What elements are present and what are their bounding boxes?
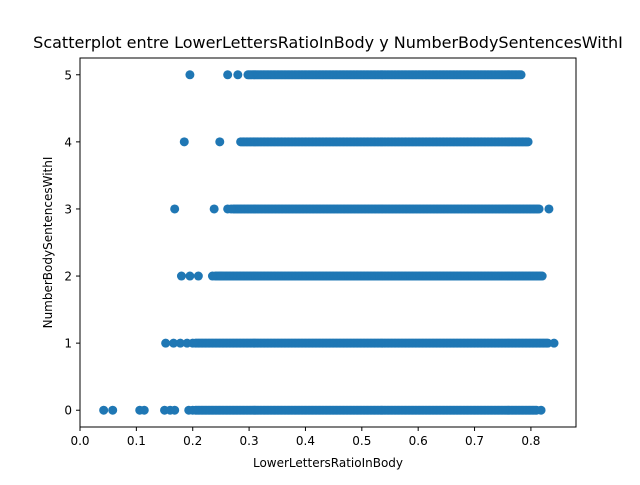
ticks-layer: 0.0 0.1 0.2 0.3 0.4 0.5 0.6 0.7 0.8 0 1 2 3 4 5: [64, 68, 540, 448]
data-point: [543, 338, 553, 348]
data-point: [536, 405, 546, 415]
data-point: [161, 338, 171, 348]
x-axis-label: LowerLettersRatioInBody: [253, 456, 403, 470]
data-point: [188, 338, 198, 348]
x-tick-label: 0.3: [240, 434, 259, 448]
y-tick-label: 2: [64, 270, 72, 284]
data-point: [516, 70, 526, 80]
data-point: [243, 70, 253, 80]
x-tick-label: 0.1: [127, 434, 146, 448]
y-tick-label: 3: [64, 202, 72, 216]
data-point: [108, 405, 118, 415]
data-point: [216, 271, 226, 281]
data-point: [170, 204, 180, 214]
data-point: [549, 338, 559, 348]
data-point: [523, 137, 533, 147]
data-point: [175, 338, 185, 348]
y-tick-label: 0: [64, 404, 72, 418]
y-axis-label: NumberBodySentencesWithI: [41, 157, 55, 329]
chart-title: Scatterplot entre LowerLettersRatioInBod…: [33, 33, 623, 52]
data-point: [139, 405, 149, 415]
data-point: [209, 204, 219, 214]
x-tick-label: 0.4: [296, 434, 315, 448]
data-point: [169, 338, 179, 348]
data-point: [193, 271, 203, 281]
data-point: [170, 405, 180, 415]
x-tick-label: 0.8: [521, 434, 540, 448]
x-tick-label: 0.2: [183, 434, 202, 448]
x-tick-label: 0.6: [409, 434, 428, 448]
data-point: [185, 70, 195, 80]
data-point: [226, 204, 236, 214]
y-tick-label: 4: [64, 135, 72, 149]
x-tick-label: 0.0: [70, 434, 89, 448]
data-point: [537, 271, 547, 281]
data-point: [207, 271, 217, 281]
data-point: [233, 70, 243, 80]
data-point: [188, 405, 198, 415]
x-tick-label: 0.5: [352, 434, 371, 448]
data-point: [544, 204, 554, 214]
data-point: [179, 137, 189, 147]
y-tick-label: 1: [64, 337, 72, 351]
data-point: [215, 137, 225, 147]
data-point: [99, 405, 109, 415]
plot-frame: [79, 57, 577, 428]
data-point: [223, 70, 233, 80]
x-tick-label: 0.7: [465, 434, 484, 448]
y-tick-label: 5: [64, 68, 72, 82]
points-layer: [99, 70, 559, 415]
data-point: [185, 271, 195, 281]
data-point: [176, 271, 186, 281]
data-point: [534, 204, 544, 214]
